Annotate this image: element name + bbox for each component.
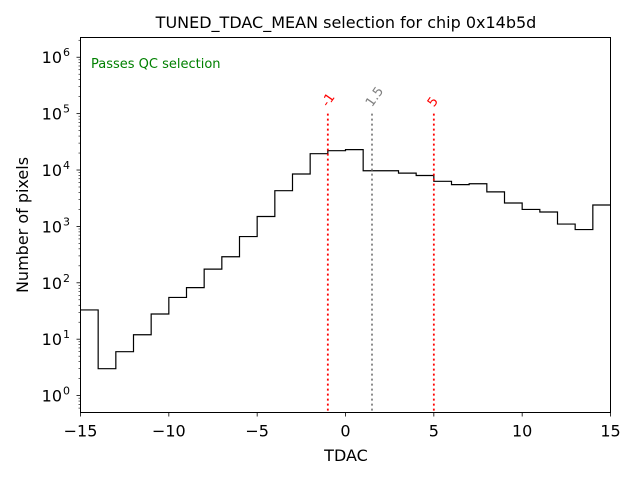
y-tick-exponent: 3 — [63, 215, 70, 228]
threshold-label: 5 — [425, 95, 442, 110]
y-tick-exponent: 5 — [63, 103, 70, 116]
histogram-bin — [169, 297, 187, 412]
x-tick-label: 0 — [340, 422, 350, 441]
y-tick-label: 10 — [42, 387, 62, 406]
y-tick-exponent: 0 — [63, 385, 70, 398]
histogram-bin — [505, 203, 523, 412]
y-axis-label: Number of pixels — [13, 157, 32, 293]
histogram-bin — [593, 205, 611, 413]
histogram-bin — [416, 175, 434, 412]
histogram-bin — [275, 191, 293, 413]
y-tick-label: 10 — [42, 161, 62, 180]
histogram-bin — [575, 230, 593, 413]
y-tick-exponent: 1 — [63, 328, 70, 341]
y-tick-label: 10 — [42, 330, 62, 349]
histogram-bin — [522, 209, 540, 412]
histogram-bin — [81, 310, 99, 413]
histogram-outline — [80, 149, 611, 370]
histogram-bin — [151, 314, 169, 413]
y-tick-exponent: 2 — [63, 272, 70, 285]
chart-title: TUNED_TDAC_MEAN selection for chip 0x14b… — [155, 13, 537, 33]
histogram-bin — [452, 185, 470, 413]
annotation-text: Passes QC selection — [91, 57, 221, 72]
y-tick-exponent: 4 — [63, 159, 70, 172]
x-tick-label: −5 — [245, 422, 269, 441]
histogram-bin — [116, 352, 134, 413]
histogram-bin — [381, 171, 399, 413]
histogram-bin — [293, 174, 311, 413]
histogram-bin — [328, 151, 346, 413]
histogram-bin — [363, 171, 381, 413]
histogram-bin — [346, 150, 364, 413]
threshold-label: 1.5 — [363, 84, 387, 110]
histogram-bin — [399, 173, 417, 412]
histogram-bin — [204, 269, 222, 412]
histogram-bin — [134, 335, 152, 413]
y-tick-label: 10 — [42, 48, 62, 67]
x-axis-label: TDAC — [323, 446, 368, 465]
histogram-bin — [540, 212, 558, 412]
histogram-bin — [310, 154, 328, 413]
histogram-bin — [187, 288, 205, 413]
histogram-bin — [257, 216, 275, 412]
histogram-bin — [487, 192, 505, 413]
histogram-bin — [240, 237, 258, 413]
y-tick-exponent: 6 — [63, 46, 70, 59]
x-tick-label: −15 — [64, 422, 98, 441]
x-tick-label: −10 — [152, 422, 186, 441]
x-tick-label: 10 — [512, 422, 532, 441]
histogram-bin — [98, 369, 116, 413]
x-tick-label: 5 — [429, 422, 439, 441]
histogram-bin — [434, 181, 452, 412]
histogram-bin — [558, 224, 576, 412]
threshold-label: -1 — [319, 91, 339, 110]
y-tick-label: 10 — [42, 274, 62, 293]
x-tick-label: 15 — [600, 422, 620, 441]
histogram-bin — [222, 257, 240, 413]
y-tick-label: 10 — [42, 217, 62, 236]
y-tick-label: 10 — [42, 105, 62, 124]
histogram-bin — [469, 184, 487, 413]
